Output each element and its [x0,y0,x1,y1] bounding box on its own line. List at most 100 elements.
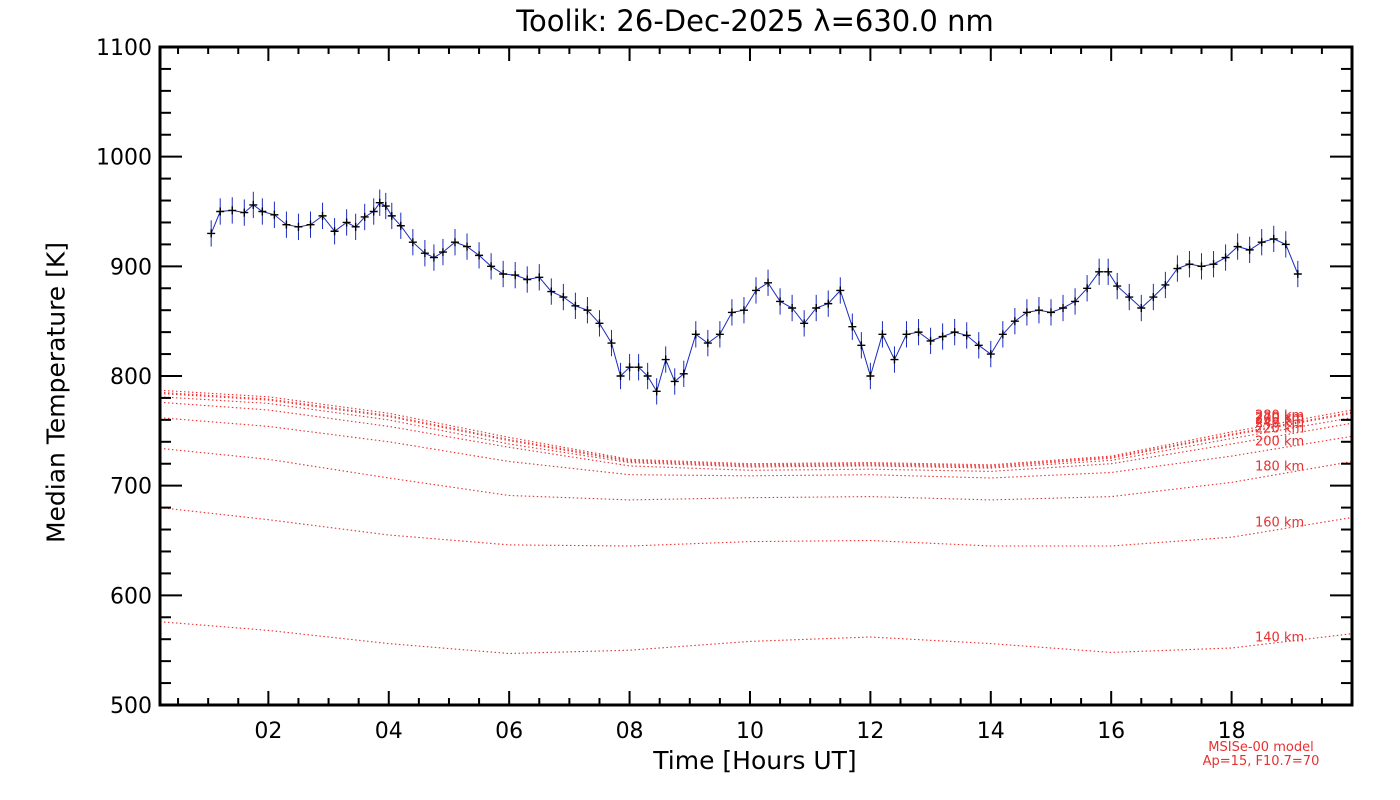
model-curve-240km [159,396,1353,469]
data-point [330,227,339,236]
x-tick-label: 10 [736,719,764,744]
x-tick-label: 08 [616,719,644,744]
data-point [788,304,797,313]
data-point [270,210,279,219]
data-point [857,341,866,350]
data-point [890,355,899,364]
data-point [1059,304,1068,313]
data-point [1233,242,1242,251]
data-point [848,322,857,331]
data-point [1269,234,1278,243]
y-tick-label: 500 [110,694,152,719]
data-point [282,220,291,229]
y-tick-label: 700 [110,475,152,500]
data-point [429,253,438,262]
data-point [1010,317,1019,326]
model-curve-160km [159,507,1353,547]
data-point [652,387,661,396]
data-point [1149,293,1158,302]
plot-frame [158,45,1354,707]
data-point [487,262,496,271]
model-label-140km: 140 km [1255,630,1304,645]
data-point [926,336,935,345]
data-point [1034,306,1043,315]
data-point [679,369,688,378]
data-point [360,212,369,221]
model-label-160km: 160 km [1255,515,1304,530]
data-point [739,306,748,315]
data-point [1281,240,1290,249]
model-label-180km: 180 km [1255,460,1304,475]
data-point [258,207,267,216]
data-point [607,339,616,348]
data-point [475,251,484,260]
data-point [1071,297,1080,306]
data-point [396,221,405,230]
data-point [1083,284,1092,293]
data-point [1245,245,1254,254]
data-point [634,363,643,372]
data-point [342,218,351,227]
data-point [535,273,544,282]
data-point [595,319,604,328]
data-point [950,328,959,337]
data-point [800,319,809,328]
data-point [1293,270,1302,279]
x-tick-label: 18 [1218,719,1246,744]
data-point [836,286,845,295]
x-axis-label: Time [Hours UT] [653,746,857,775]
data-point [420,249,429,258]
data-point [294,222,303,231]
model-curve-260km [159,392,1353,468]
data-point [571,301,580,310]
data-point [559,293,568,302]
data-point [240,208,249,217]
data-point [752,286,760,295]
data-point [207,229,216,238]
data-point [812,304,821,313]
data-point [1095,267,1104,276]
data-point [661,355,670,364]
data-point [1046,308,1055,317]
data-point [1257,238,1266,247]
model-label-270km: 270 km [1255,411,1304,426]
x-tick-label: 06 [495,719,523,744]
data-point [715,330,724,339]
data-point [670,377,679,386]
data-point [523,275,532,284]
y-tick-label: 1000 [96,146,152,171]
model-curve-140km [159,621,1353,655]
data-point [938,332,947,341]
data-point [375,198,384,207]
data-point [625,363,634,372]
data-point [547,287,556,296]
model-note-line-1: MSISe-00 model [1208,740,1314,755]
model-curve-280km [159,389,1353,466]
data-point [318,211,327,220]
model-note-line-2: Ap=15, F10.7=70 [1202,754,1320,769]
model-label-280km: 280 km [1255,408,1304,423]
data-point [1197,262,1206,271]
data-point [499,270,508,279]
data-point [727,308,736,317]
data-point [463,242,472,251]
data-point [878,330,887,339]
data-point [1161,280,1170,289]
data-point [962,331,971,340]
y-tick-label: 900 [110,255,152,280]
data-point [643,372,652,380]
data-point [228,206,237,215]
data-point [1173,264,1182,273]
x-tick-label: 02 [254,719,282,744]
data-point [583,306,592,315]
data-point [1113,282,1122,291]
model-curve-200km [159,417,1353,479]
data-point [824,299,833,308]
data-point [1022,308,1031,317]
data-point [249,200,258,209]
data-point [387,211,396,220]
data-point [1137,304,1146,313]
data-point [998,330,1007,339]
y-tick-label: 800 [110,365,152,390]
